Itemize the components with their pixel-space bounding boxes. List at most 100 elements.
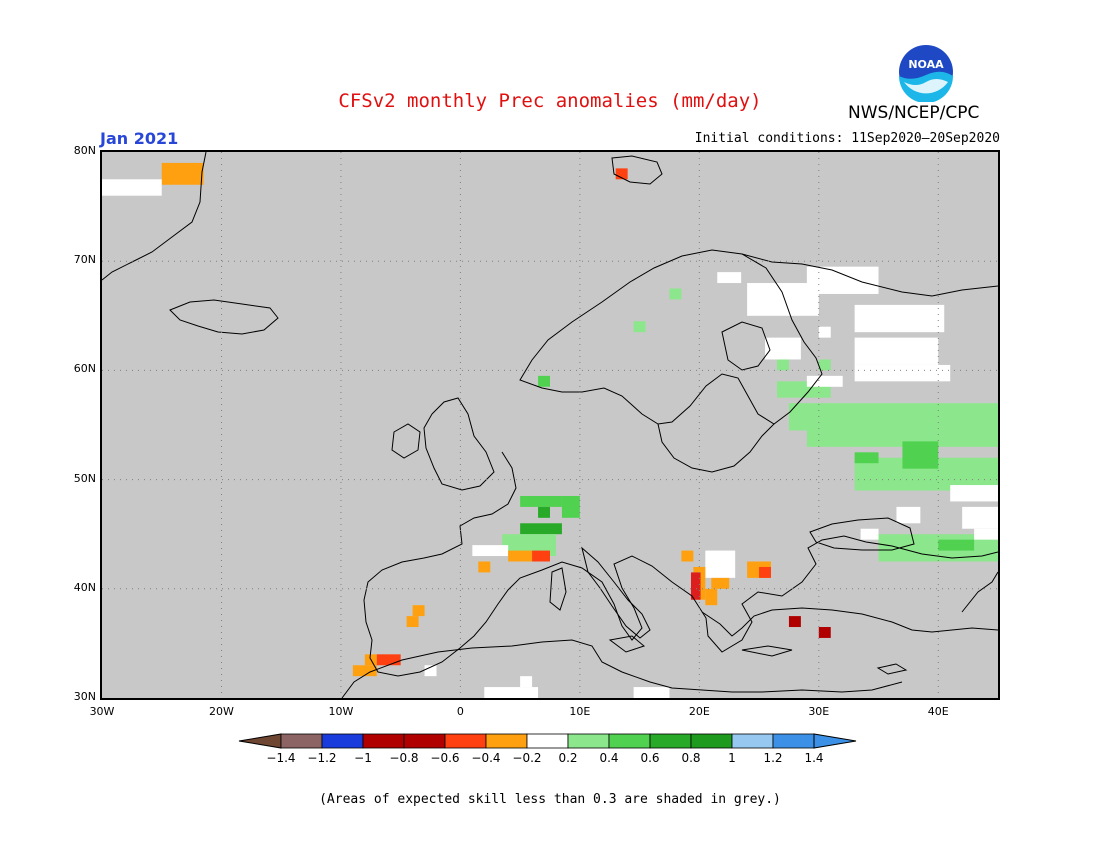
logo-text: NOAA: [908, 58, 944, 71]
colorbar-tick-label: 1.2: [763, 751, 783, 765]
anomaly-cell: [974, 528, 998, 540]
colorbar-tick-label: −1: [354, 751, 372, 765]
lon-tick-label: 30W: [89, 705, 115, 718]
anomaly-cell: [520, 523, 562, 535]
anomaly-cell: [633, 687, 670, 698]
colorbar-tick-label: 1: [728, 751, 736, 765]
lon-tick-label: 0: [456, 705, 464, 718]
anomaly-cell: [938, 539, 975, 551]
colorbar-segment: [280, 733, 323, 749]
colorbar-segment: [731, 733, 774, 749]
graticule: [102, 152, 998, 698]
anomaly-cell: [161, 162, 204, 185]
anomaly-cell: [759, 566, 772, 578]
anomaly-cell: [765, 337, 801, 360]
colorbar-tick-label: −0.6: [430, 751, 460, 765]
colorbar-segment: [403, 733, 446, 749]
anomaly-cell: [669, 288, 682, 300]
anomaly-cell: [484, 687, 539, 698]
colorbar-tick-label: 0.8: [681, 751, 701, 765]
initial-conditions: Initial conditions: 11Sep2020–20Sep2020: [694, 131, 1000, 146]
anomaly-cell: [538, 506, 550, 518]
anomaly-cell: [854, 364, 951, 382]
anomaly-cell: [520, 495, 562, 507]
anomaly-cell: [352, 665, 377, 677]
colorbar-segment: [608, 733, 651, 749]
anomaly-cell: [818, 359, 831, 371]
anomaly-cell: [818, 627, 831, 638]
colorbar-segment: [444, 733, 487, 749]
lat-tick-label: 50N: [73, 471, 96, 485]
colorbar-tick-label: −0.8: [389, 751, 419, 765]
coastlines: [102, 152, 998, 698]
anomaly-cell: [406, 616, 419, 628]
lon-tick-label: 40E: [927, 705, 949, 718]
lat-tick-label: 30N: [73, 690, 96, 703]
anomaly-cell: [705, 588, 718, 606]
anomaly-cell: [690, 572, 701, 600]
anomaly-cell: [854, 452, 879, 464]
colorbar-tick-label: 0.4: [599, 751, 619, 765]
lat-tick-label: 80N: [73, 144, 96, 157]
colorbar-tick-label: 0.6: [640, 751, 660, 765]
colorbar-tick-label: −1.4: [266, 751, 296, 765]
anomaly-cell: [508, 550, 533, 562]
lon-tick-label: 10W: [328, 705, 354, 718]
footnote: (Areas of expected skill less than 0.3 a…: [319, 792, 781, 807]
colorbar-segment: [485, 733, 528, 749]
anomaly-cell: [478, 561, 491, 573]
anomaly-cell: [896, 506, 921, 524]
colorbar-segment: [526, 733, 569, 749]
anomaly-cells: [102, 162, 998, 698]
anomaly-cell: [776, 359, 789, 371]
anomaly-cell: [538, 375, 550, 387]
anomaly-cell: [717, 272, 742, 284]
lon-tick-label: 20W: [209, 705, 234, 718]
anomaly-cell: [424, 665, 437, 677]
lon-tick-label: 10E: [569, 705, 591, 718]
colorbar-tick-label: 0.2: [558, 751, 578, 765]
target-month: Jan 2021: [100, 129, 179, 148]
organization-label: NWS/NCEP/CPC: [848, 103, 980, 123]
colorbar-tick-label: −0.4: [471, 751, 501, 765]
colorbar-segment: [649, 733, 692, 749]
anomaly-cell: [854, 337, 939, 365]
colorbar-segment: [362, 733, 405, 749]
colorbar: [238, 733, 857, 749]
colorbar-segment: [772, 733, 815, 749]
noaa-logo: NOAA: [896, 42, 956, 102]
anomaly-cell: [705, 550, 736, 578]
lon-tick-label: 20E: [688, 705, 710, 718]
anomaly-cell: [102, 179, 162, 196]
lon-tick-label: 30E: [808, 705, 830, 718]
anomaly-cell: [854, 304, 945, 333]
colorbar-tick-label: −0.2: [512, 751, 542, 765]
anomaly-cell: [788, 616, 801, 628]
colorbar-segment: [690, 733, 733, 749]
anomaly-cell: [902, 441, 939, 469]
colorbar-tick-label: −1.2: [307, 751, 337, 765]
anomaly-cell: [806, 375, 843, 387]
map-frame: [100, 150, 1000, 700]
anomaly-cell: [561, 495, 580, 518]
anomaly-cell: [681, 550, 694, 562]
colorbar-tick-label: 1.4: [804, 751, 824, 765]
anomaly-cell: [532, 550, 550, 562]
anomaly-cell: [962, 506, 998, 529]
colorbar-under-arrow: [238, 733, 282, 749]
colorbar-segment: [567, 733, 610, 749]
anomaly-cell: [472, 545, 509, 557]
lat-tick-label: 60N: [73, 362, 96, 376]
anomaly-cell: [818, 326, 831, 338]
map-canvas: [102, 152, 998, 698]
anomaly-cell: [711, 577, 730, 589]
anomaly-cell: [950, 485, 998, 502]
anomaly-cell: [806, 266, 879, 294]
colorbar-segment: [321, 733, 364, 749]
anomaly-cell: [806, 425, 998, 447]
anomaly-cell: [633, 321, 646, 333]
anomaly-cell: [615, 168, 628, 180]
lat-tick-label: 70N: [73, 253, 96, 267]
anomaly-cell: [376, 654, 401, 666]
anomaly-cell: [860, 528, 879, 540]
